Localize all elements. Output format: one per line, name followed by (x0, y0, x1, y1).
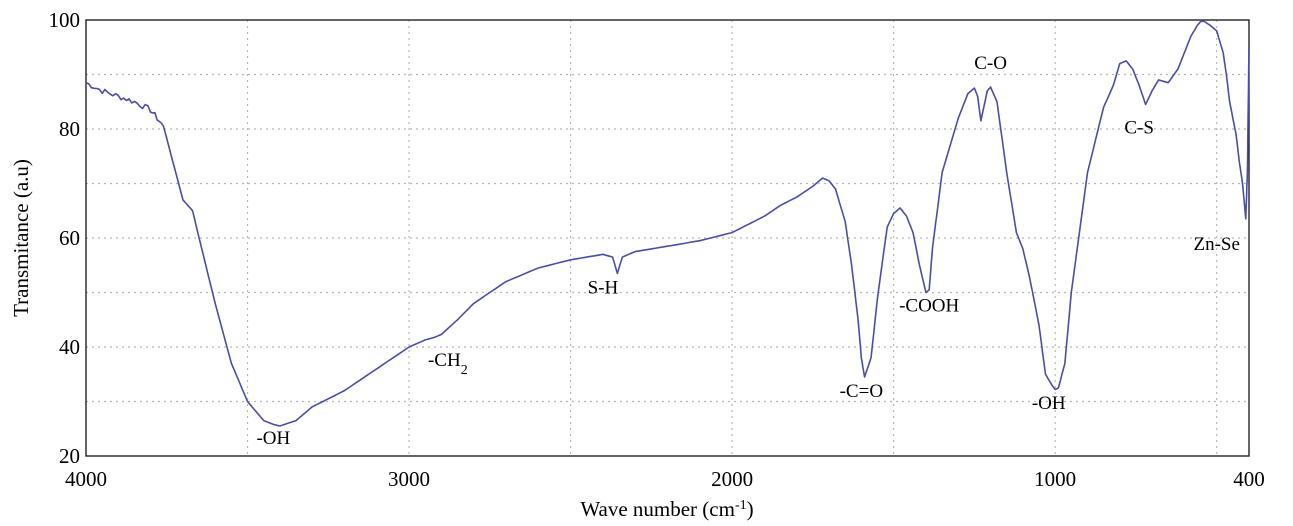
x-axis-title: Wave number (cm-1) (580, 497, 753, 521)
peak-annotation: C-O (974, 53, 1007, 74)
x-axis-title-main: Wave number (cm (580, 497, 735, 521)
peak-annotation: Zn-Se (1193, 234, 1239, 255)
y-tick-label: 60 (59, 226, 80, 250)
x-tick-label: 2000 (711, 467, 753, 491)
x-axis-title-superscript: -1 (735, 498, 747, 513)
x-tick-label: 4000 (65, 467, 107, 491)
x-tick-label: 1000 (1034, 467, 1076, 491)
peak-annotation: -CH2 (428, 350, 468, 378)
annotation-layer: -OH -CH2 S-H -C=O -COOH C-O -OH C-S Zn-Se (256, 53, 1239, 449)
peak-annotation: -COOH (899, 296, 959, 317)
peak-annotation: C-S (1124, 117, 1154, 138)
x-tick-label: 400 (1233, 467, 1265, 491)
peak-annotation: -OH (1032, 393, 1066, 414)
y-tick-label: 80 (59, 117, 80, 141)
plot-frame (85, 19, 1250, 457)
peak-annotation: -OH (256, 428, 290, 449)
y-tick-label: 100 (49, 8, 81, 32)
x-tick-label: 3000 (388, 467, 430, 491)
y-tick-label: 40 (59, 335, 80, 359)
peak-annotation: S-H (588, 278, 619, 299)
x-axis-title-suffix: ) (747, 497, 754, 521)
series-layer (85, 20, 1250, 427)
tick-layer: 4000 3000 2000 1000 400 20 40 60 80 100 (49, 8, 1265, 491)
y-axis-title: Transmitance (a.u) (9, 159, 33, 317)
y-tick-label: 20 (59, 444, 80, 468)
grid-layer (86, 20, 1249, 456)
spectrum-line-0 (85, 20, 1250, 427)
peak-annotation: -C=O (840, 381, 883, 402)
